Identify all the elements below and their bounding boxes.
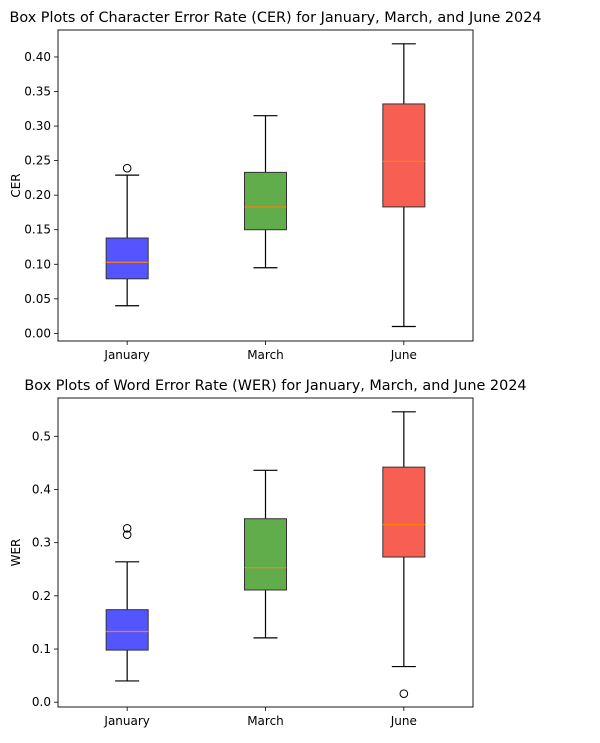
y-tick-label: 0.0 [32,695,51,709]
y-tick-label: 0.00 [24,326,51,340]
x-tick-label: March [247,714,284,728]
outlier-point [122,524,132,533]
plot-frame [57,29,474,342]
box-march [244,469,287,639]
y-axis-label: WER [9,539,23,567]
outlier-point [122,163,132,173]
outlier-point [399,689,409,699]
y-axis-label: CER [9,173,23,197]
x-tick-label: June [390,348,417,362]
y-tick-label: 0.05 [24,292,51,306]
iqr-box [244,518,287,591]
chart-title: Box Plots of Word Error Rate (WER) for J… [24,378,526,394]
x-tick-label: January [103,348,150,362]
y-tick-label: 0.1 [32,642,51,656]
y-tick-label: 0.10 [24,257,51,271]
y-tick-label: 0.35 [24,85,51,99]
outlier-point [122,530,132,539]
x-tick-label: January [103,714,150,728]
y-tick-label: 0.5 [32,429,51,443]
iqr-box [105,609,149,651]
iqr-box [105,237,149,280]
chart-title: Box Plots of Character Error Rate (CER) … [9,10,541,26]
x-tick-label: June [390,714,417,728]
box-march [244,115,287,269]
box-january [105,163,149,307]
y-tick-label: 0.20 [24,188,51,202]
box-january [105,524,149,682]
iqr-box [382,466,426,558]
y-tick-label: 0.25 [24,154,51,168]
iqr-box [244,171,287,231]
plot-frame [57,397,474,708]
chart-wer: Box Plots of Word Error Rate (WER) for J… [9,378,527,728]
y-tick-label: 0.2 [32,589,51,603]
y-tick-label: 0.3 [32,536,51,550]
iqr-box [382,103,426,208]
chart-cer: Box Plots of Character Error Rate (CER) … [9,10,542,362]
x-tick-label: March [247,348,284,362]
y-tick-label: 0.30 [24,119,51,133]
box-june [382,411,426,699]
y-tick-label: 0.15 [24,223,51,237]
y-tick-label: 0.4 [32,482,51,496]
y-tick-label: 0.40 [24,50,51,64]
box-june [382,43,426,328]
